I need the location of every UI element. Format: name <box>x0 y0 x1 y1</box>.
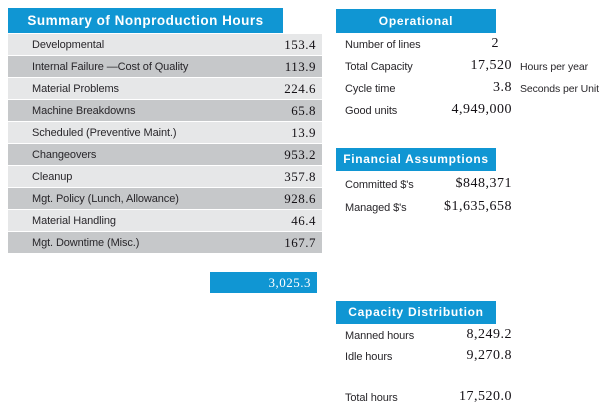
assumption-row: 4,949,000 Good units <box>336 102 592 121</box>
row-value: 2 <box>491 36 499 51</box>
summary-total-value: 3,025.3 <box>268 275 311 290</box>
row-value: 17,520 <box>470 58 512 73</box>
row-label: Cycle time <box>345 83 396 95</box>
row-label: Material Problems <box>32 82 119 95</box>
row-unit: Hours per year <box>520 61 589 73</box>
row-label: Scheduled (Preventive Maint.) <box>32 126 177 139</box>
summary-total-box: 3,025.3 <box>210 272 317 293</box>
row-label: Number of lines <box>345 39 421 51</box>
row-value: 9,270.8 <box>466 348 512 363</box>
capacity-row: 8,249.2 Manned hours <box>336 327 592 346</box>
row-label: Cleanup <box>32 170 73 183</box>
assumption-row: 2 Number of lines <box>336 36 592 55</box>
row-unit: Seconds per Unit <box>520 83 599 95</box>
row-value: 8,249.2 <box>466 327 512 342</box>
assumption-row: $848,371 Committed $'s <box>336 176 592 195</box>
table-row: Material Handling 46.4 <box>8 210 322 231</box>
row-value: 3.8 <box>493 80 512 95</box>
table-row: Cleanup 357.8 <box>8 166 322 187</box>
table-row: Developmental 153.4 <box>8 34 322 55</box>
assumption-row: $1,635,658 Managed $'s <box>336 199 592 218</box>
capacity-total-row: 17,520.0 Total hours <box>336 389 592 408</box>
row-value: 17,520.0 <box>459 389 512 404</box>
row-label: Internal Failure —Cost of Quality <box>32 60 189 73</box>
row-label: Machine Breakdowns <box>32 104 136 117</box>
capacity-distribution-title: Capacity Distribution <box>336 301 496 324</box>
row-value: 13.9 <box>291 124 316 140</box>
operational-assumptions-title: Operational Assumptions <box>336 9 496 52</box>
row-label: Total hours <box>345 392 398 404</box>
row-value: 224.6 <box>284 80 316 96</box>
row-value: 113.9 <box>284 58 316 74</box>
row-value: $848,371 <box>455 176 512 191</box>
table-row: Changeovers 953.2 <box>8 144 322 165</box>
table-row: Internal Failure —Cost of Quality 113.9 <box>8 56 322 77</box>
capacity-row: 9,270.8 Idle hours <box>336 348 592 367</box>
row-value: 153.4 <box>284 36 316 52</box>
row-label: Changeovers <box>32 148 97 161</box>
row-value: 46.4 <box>291 212 316 228</box>
row-value: 357.8 <box>284 168 316 184</box>
row-value: 953.2 <box>284 146 316 162</box>
row-label: Material Handling <box>32 214 116 227</box>
table-row: Scheduled (Preventive Maint.) 13.9 <box>8 122 322 143</box>
table-row: Mgt. Downtime (Misc.) 167.7 <box>8 232 322 253</box>
assumption-row: 17,520 Total Capacity Hours per year <box>336 58 592 77</box>
row-value: 928.6 <box>284 190 316 206</box>
row-label: Total Capacity <box>345 61 413 73</box>
table-row: Machine Breakdowns 65.8 <box>8 100 322 121</box>
row-label: Managed $'s <box>345 202 407 214</box>
row-label: Committed $'s <box>345 179 414 191</box>
row-value: $1,635,658 <box>444 199 512 214</box>
row-label: Idle hours <box>345 351 393 363</box>
row-label: Manned hours <box>345 330 415 342</box>
row-value: 4,949,000 <box>451 102 512 117</box>
financial-assumptions-title: Financial Assumptions <box>336 148 496 171</box>
assumption-row: 3.8 Cycle time Seconds per Unit <box>336 80 599 99</box>
row-label: Mgt. Downtime (Misc.) <box>32 236 140 249</box>
row-value: 65.8 <box>291 102 316 118</box>
row-label: Mgt. Policy (Lunch, Allowance) <box>32 192 179 205</box>
row-value: 167.7 <box>284 234 316 250</box>
row-label: Good units <box>345 105 398 117</box>
table-row: Mgt. Policy (Lunch, Allowance) 928.6 <box>8 188 322 209</box>
row-label: Developmental <box>32 38 105 51</box>
summary-table: Developmental 153.4 Internal Failure —Co… <box>8 34 322 254</box>
table-row: Material Problems 224.6 <box>8 78 322 99</box>
summary-table-title: Summary of Nonproduction Hours <box>8 8 283 33</box>
